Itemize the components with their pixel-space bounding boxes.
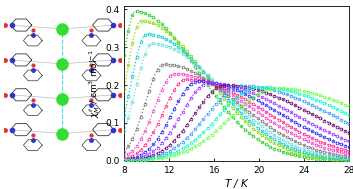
- X-axis label: $T$ / K: $T$ / K: [224, 177, 250, 189]
- Y-axis label: $\chi_M''$ / cm$^3$ mol$^{-1}$: $\chi_M''$ / cm$^3$ mol$^{-1}$: [87, 49, 102, 118]
